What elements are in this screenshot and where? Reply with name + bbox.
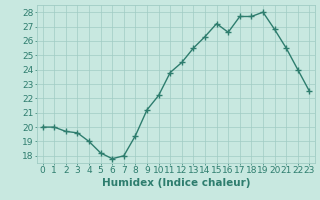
X-axis label: Humidex (Indice chaleur): Humidex (Indice chaleur): [102, 178, 250, 188]
